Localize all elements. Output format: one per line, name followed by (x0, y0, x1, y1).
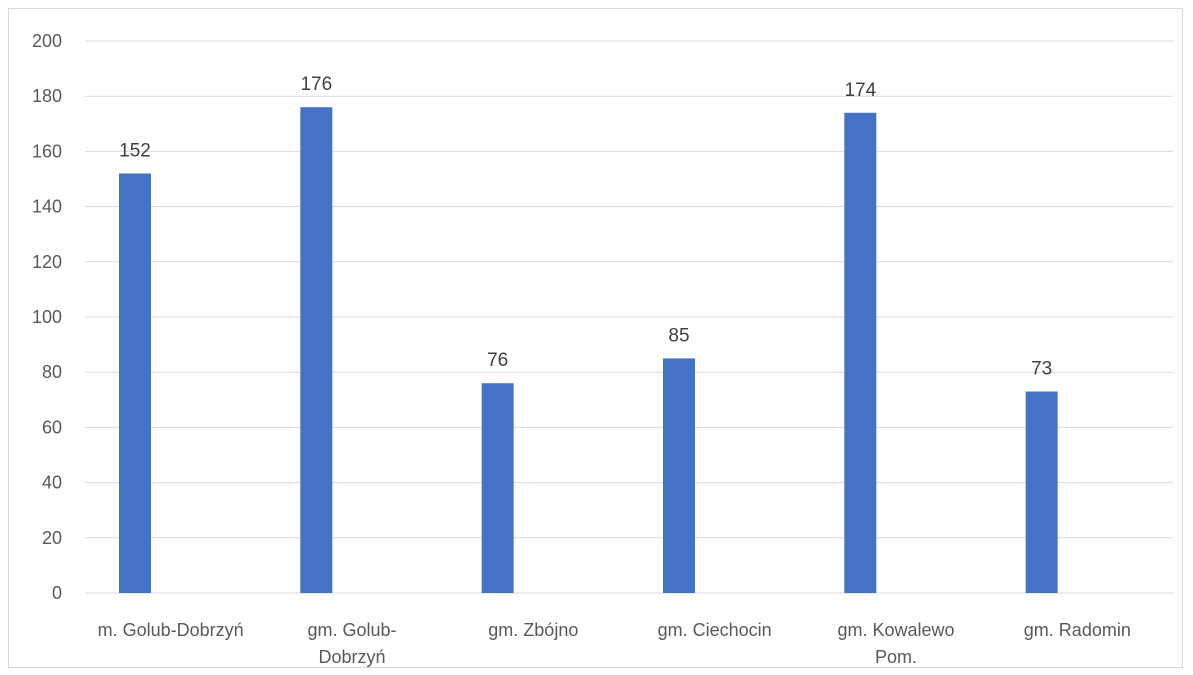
y-tick-label: 100 (32, 307, 62, 327)
bar (481, 383, 514, 593)
category-label-line: m. Golub-Dobrzyń (98, 620, 244, 640)
bars (119, 107, 1058, 594)
category-label-line: gm. Ciechocin (658, 620, 772, 640)
data-label: 73 (1031, 359, 1052, 380)
category-label: gm. Kowalewo Pom. (837, 620, 954, 667)
y-tick-label: 180 (32, 86, 62, 106)
y-tick-label: 200 (32, 31, 62, 51)
y-tick-label: 40 (42, 473, 62, 493)
y-tick-label: 140 (32, 197, 62, 217)
x-axis-category-labels: m. Golub-Dobrzyń gm. Golub- Dobrzyń gm. Zbó… (98, 620, 1131, 667)
bar (300, 107, 333, 594)
y-tick-label: 0 (52, 583, 62, 603)
category-label-line: gm. Kowalewo (837, 620, 954, 640)
category-label-line: Dobrzyń (318, 647, 385, 667)
category-label-line: gm. Zbójno (488, 620, 578, 640)
category-label-line: gm. Golub- (307, 620, 396, 640)
category-label: gm. Zbójno (488, 620, 578, 640)
bar (119, 173, 151, 594)
category-label: gm. Golub- Dobrzyń (307, 620, 396, 667)
category-label: gm. Radomin (1024, 620, 1131, 640)
y-tick-label: 20 (42, 528, 62, 548)
data-label: 152 (119, 140, 151, 161)
data-labels: 152 176 76 85 174 73 (119, 74, 1052, 379)
data-label: 174 (844, 80, 876, 101)
data-label: 85 (668, 325, 689, 346)
y-tick-label: 120 (32, 252, 62, 272)
bar (1025, 391, 1058, 593)
chart-frame (8, 8, 1183, 668)
y-tick-label: 160 (32, 141, 62, 161)
data-label: 176 (300, 74, 332, 95)
category-label: m. Golub-Dobrzyń (98, 620, 244, 640)
y-tick-label: 80 (42, 362, 62, 382)
category-label-line: gm. Radomin (1024, 620, 1131, 640)
bar (844, 112, 877, 593)
category-label: gm. Ciechocin (658, 620, 772, 640)
category-label-line: Pom. (875, 647, 917, 667)
gridlines (85, 40, 1173, 594)
y-axis-tick-labels: 0 20 40 60 80 100 120 140 160 180 200 (32, 31, 62, 603)
y-tick-label: 60 (42, 417, 62, 437)
bar (663, 358, 695, 593)
data-label: 76 (487, 350, 508, 371)
